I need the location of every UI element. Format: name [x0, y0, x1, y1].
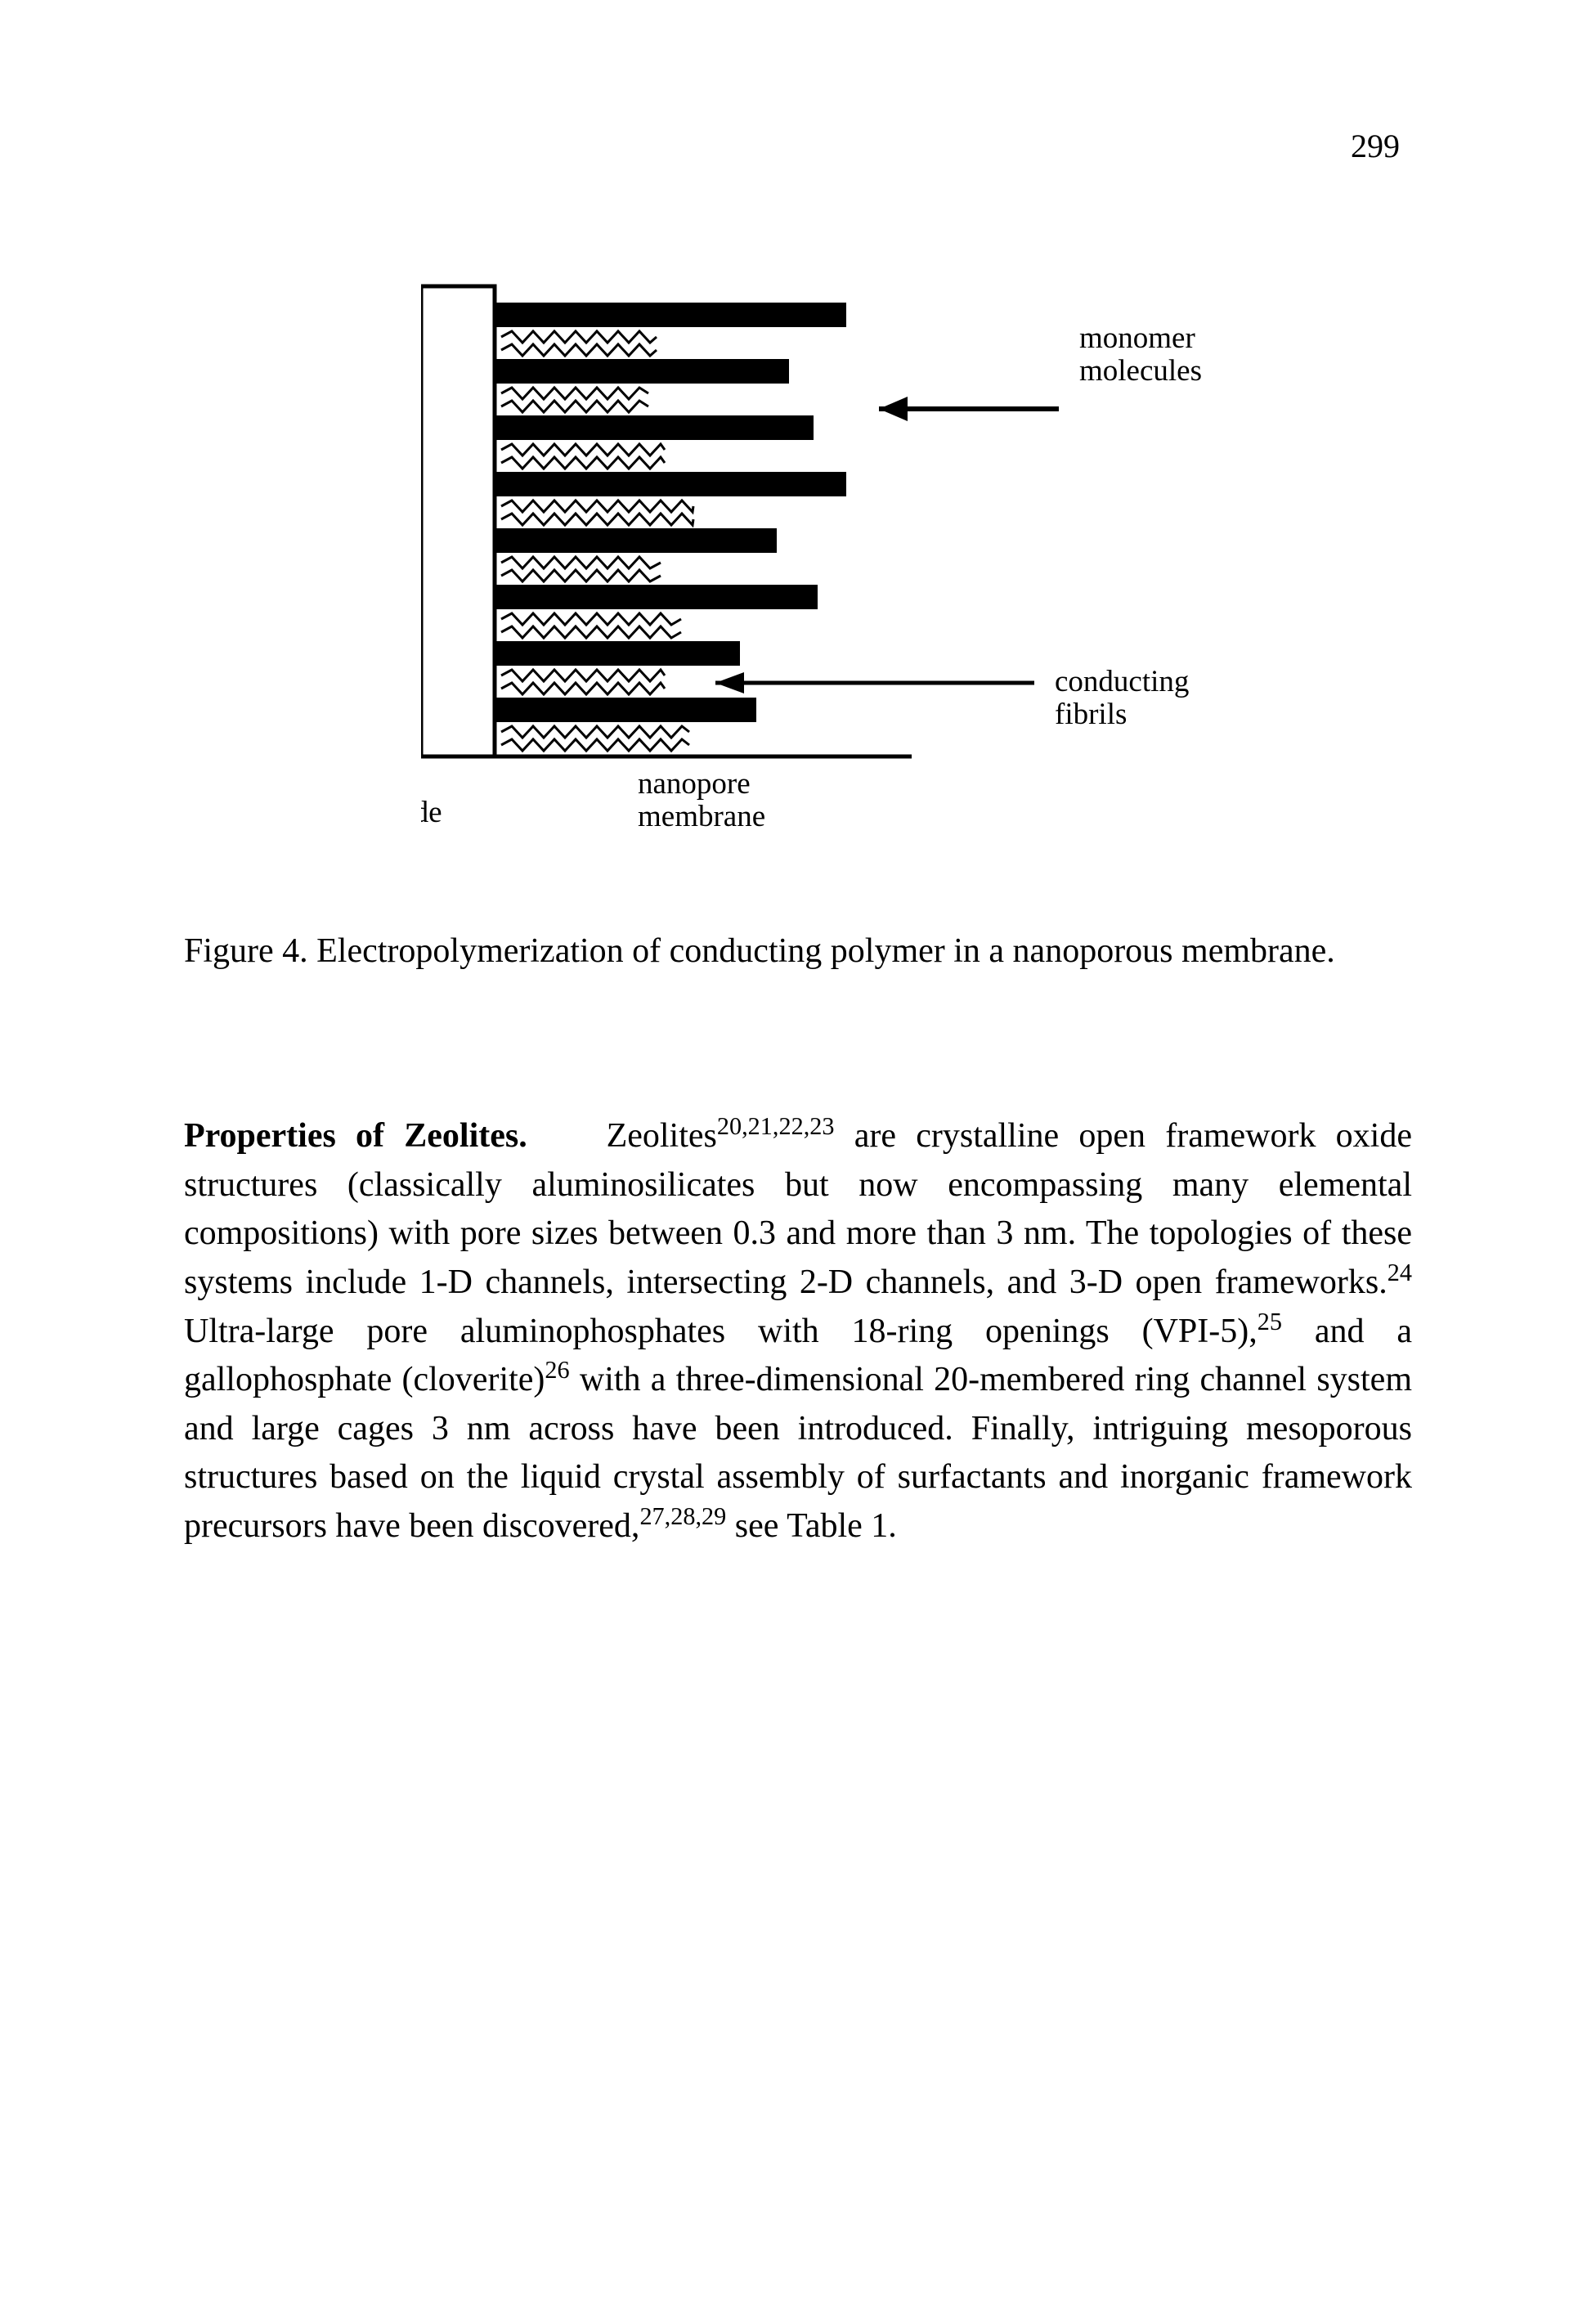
caption-prefix: Figure 4. — [184, 932, 316, 970]
fibril-zigzag — [501, 500, 693, 525]
sup-3: 25 — [1258, 1308, 1282, 1335]
membrane-bar — [495, 698, 756, 722]
membrane-bar — [495, 472, 846, 496]
fibril-zigzag — [501, 726, 689, 751]
fibril-zigzag — [501, 388, 648, 412]
label-conducting-2: fibrils — [1055, 698, 1127, 731]
label-membrane: membrane — [638, 800, 765, 833]
membrane-bar — [495, 303, 846, 327]
label-conducting-1: conducting — [1055, 665, 1189, 698]
membrane-bar — [495, 415, 814, 440]
section-heading: Properties of Zeolites. — [184, 1117, 527, 1155]
fibril-zigzag — [501, 331, 657, 356]
arrow-monomer — [879, 397, 1059, 421]
sup-4: 26 — [545, 1356, 569, 1384]
fibril-zigzag — [501, 444, 665, 469]
sup-1: 20,21,22,23 — [717, 1112, 835, 1140]
text-2: Ultra-large pore aluminophosphates with … — [184, 1313, 1258, 1350]
lead-word: Zeolites — [607, 1117, 717, 1155]
text-5: see Table 1. — [726, 1507, 897, 1545]
page-number: 299 — [1351, 127, 1400, 165]
fibril-zigzag — [501, 670, 665, 694]
figure-svg: monomer molecules conducting fibrils ele… — [421, 278, 1255, 867]
membrane-bar — [495, 641, 740, 666]
label-monomer-1: monomer — [1079, 321, 1195, 355]
figure-4-caption: Figure 4. Electropolymerization of condu… — [184, 928, 1412, 975]
caption-text: Electropolymerization of conducting poly… — [316, 932, 1335, 970]
sup-2: 24 — [1388, 1259, 1412, 1286]
membrane-bar — [495, 585, 818, 609]
label-electrode: electrode — [421, 796, 442, 829]
fibril-zigzag — [501, 613, 681, 638]
figure-4-diagram: monomer molecules conducting fibrils ele… — [421, 278, 1255, 867]
membrane-bar — [495, 359, 789, 384]
sup-5: 27,28,29 — [639, 1502, 726, 1530]
label-nanopore: nanopore — [638, 767, 751, 801]
body-paragraph: Properties of Zeolites. Zeolites20,21,22… — [184, 1112, 1412, 1551]
membrane-bar — [495, 528, 777, 553]
fibril-zigzag — [501, 557, 661, 581]
label-monomer-2: molecules — [1079, 354, 1202, 388]
arrow-fibrils — [715, 672, 1034, 693]
